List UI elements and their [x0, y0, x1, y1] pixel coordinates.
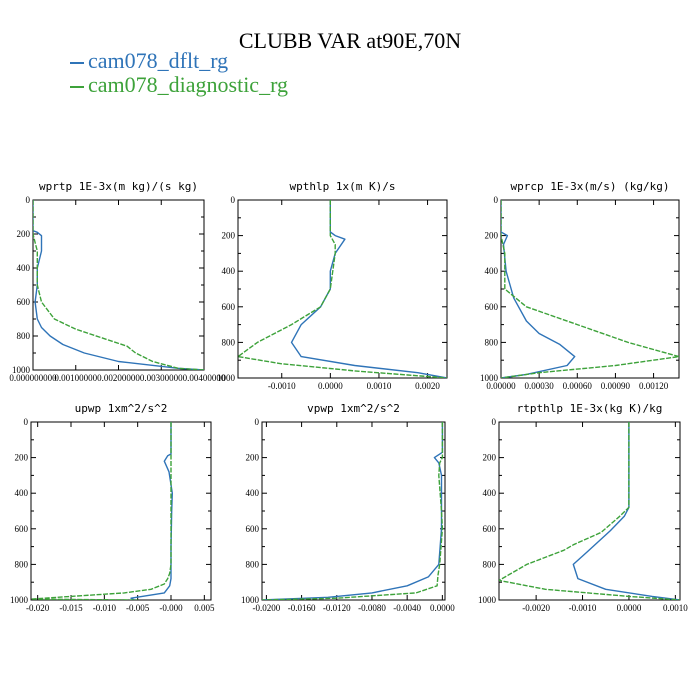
panel-4-title: vpwp 1xm^2/s^2: [307, 402, 400, 415]
panel-2-xtick-label: 0.00030: [525, 381, 555, 391]
panel-1-ytick-label: 1000: [217, 373, 236, 383]
panel-3-xtick-label: -0.000: [159, 603, 183, 613]
panel-5-frame: [498, 421, 681, 601]
panel-3-xtick-label: 0.005: [194, 603, 215, 613]
panel-2-ytick-label: 200: [485, 231, 499, 241]
panel-0-frame: [32, 199, 205, 371]
panel-5-ytick-label: 0: [492, 417, 497, 427]
panel-2-ytick-label: 0: [494, 195, 499, 205]
panel-2-frame: [500, 199, 680, 379]
panel-3-xtick-label: -0.015: [59, 603, 83, 613]
panel-0-series-dflt: [33, 200, 204, 370]
panel-0-ytick-label: 0: [26, 195, 31, 205]
chart-title: CLUBB VAR at90E,70N: [238, 28, 462, 53]
panel-0-xtick-label: 0.00200000: [97, 373, 140, 383]
panel-0-ytick-label: 800: [17, 331, 31, 341]
legend-entry-diagnostic: cam078_diagnostic_rg: [70, 72, 288, 98]
panel-4-ytick-label: 600: [246, 524, 260, 534]
panel-0-series-diagnostic: [33, 200, 204, 370]
panel-1-xtick-label: 0.0010: [367, 381, 392, 391]
panel-3-xtick-label: -0.005: [126, 603, 150, 613]
legend-swatch-dflt: [70, 61, 84, 64]
panel-1-xtick-label: 0.0000: [318, 381, 343, 391]
panel-0-title: wprtp 1E-3x(m kg)/(s kg): [39, 180, 198, 193]
panel-4-series-diagnostic: [262, 422, 444, 600]
panel-5-ytick-label: 200: [483, 453, 497, 463]
panel-2-ytick-label: 1000: [480, 373, 499, 383]
panel-5-series-dflt: [572, 422, 680, 600]
panel-3-ytick-label: 400: [15, 488, 29, 498]
panel-5-xtick-label: 0.0010: [663, 603, 688, 613]
panel-1-xtick-label: -0.0010: [268, 381, 296, 391]
panel-5-ytick-label: 800: [483, 559, 497, 569]
panel-4-xtick-label: 0.0000: [430, 603, 455, 613]
panel-4-ytick-label: 200: [246, 453, 260, 463]
panel-5-xtick-label: 0.0000: [617, 603, 642, 613]
panel-0-xtick-label: 0.00100000: [54, 373, 97, 383]
legend-label-dflt: cam078_dflt_rg: [88, 48, 229, 73]
panel-3-ytick-label: 1000: [10, 595, 29, 605]
panel-2-ytick-label: 600: [485, 302, 499, 312]
panel-3-xtick-label: -0.020: [26, 603, 50, 613]
panel-4-xtick-label: -0.0040: [393, 603, 421, 613]
panel-5-xtick-label: -0.0020: [522, 603, 550, 613]
panel-5-title: rtpthlp 1E-3x(kg K)/kg: [517, 402, 663, 415]
panel-5-xtick-label: -0.0010: [569, 603, 597, 613]
panel-4-xtick-label: -0.0080: [358, 603, 386, 613]
panel-4-ytick-label: 800: [246, 559, 260, 569]
panel-3-series-dflt: [130, 422, 174, 600]
panel-1-title: wpthlp 1x(m K)/s: [290, 180, 396, 193]
panel-0-xtick-label: 0.00300000: [140, 373, 183, 383]
panel-2-xtick-label: 0.00060: [563, 381, 593, 391]
panel-3-title: upwp 1xm^2/s^2: [75, 402, 168, 415]
legend-label-diagnostic: cam078_diagnostic_rg: [88, 72, 288, 97]
panel-0-ytick-label: 400: [17, 263, 31, 273]
panel-4-ytick-label: 1000: [241, 595, 260, 605]
panel-1-xtick-label: 0.0020: [415, 381, 440, 391]
panel-4-series-dflt: [262, 422, 444, 600]
panel-4-xtick-label: -0.0200: [253, 603, 281, 613]
panel-0-ytick-label: 600: [17, 297, 31, 307]
panel-1-ytick-label: 600: [222, 302, 236, 312]
panel-1-series-diagnostic: [238, 200, 447, 378]
legend-swatch-diagnostic: [70, 85, 84, 88]
panel-3-ytick-label: 800: [15, 559, 29, 569]
panel-0-ytick-label: 200: [17, 229, 31, 239]
panel-4-xtick-label: -0.0160: [288, 603, 316, 613]
panel-1-ytick-label: 0: [231, 195, 236, 205]
panel-1-series-dflt: [290, 200, 447, 378]
panel-2-xtick-label: 0.00090: [601, 381, 631, 391]
panel-0-ytick-label: 1000: [12, 365, 31, 375]
panel-2-xtick-label: 0.00000: [486, 381, 516, 391]
panel-4-ytick-label: 0: [255, 417, 260, 427]
panel-5-ytick-label: 400: [483, 488, 497, 498]
panel-3-ytick-label: 600: [15, 524, 29, 534]
panel-2-series-diagnostic: [501, 200, 679, 378]
panel-3-frame: [30, 421, 212, 601]
panel-5-series-diagnostic: [499, 422, 680, 600]
panel-4-xtick-label: -0.0120: [323, 603, 351, 613]
panel-1-ytick-label: 400: [222, 266, 236, 276]
panel-3-ytick-label: 0: [24, 417, 29, 427]
panel-2-series-dflt: [501, 200, 576, 378]
panel-0-xtick-label: 0.00400000: [183, 373, 226, 383]
panel-2-xtick-label: 0.00120: [639, 381, 669, 391]
panel-3-ytick-label: 200: [15, 453, 29, 463]
panel-1-frame: [237, 199, 448, 379]
panel-1-ytick-label: 200: [222, 231, 236, 241]
panel-5-ytick-label: 600: [483, 524, 497, 534]
panel-2-ytick-label: 400: [485, 266, 499, 276]
panel-0-xtick-label: 0.000000000: [9, 373, 57, 383]
panel-4-frame: [261, 421, 446, 601]
panel-4-ytick-label: 400: [246, 488, 260, 498]
panel-1-ytick-label: 800: [222, 337, 236, 347]
panel-2-title: wprcp 1E-3x(m/s) (kg/kg): [511, 180, 670, 193]
legend-entry-dflt: cam078_dflt_rg: [70, 48, 228, 74]
panel-5-ytick-label: 1000: [478, 595, 497, 605]
panel-2-ytick-label: 800: [485, 337, 499, 347]
panel-3-series-diagnostic: [31, 422, 172, 600]
panel-3-xtick-label: -0.010: [93, 603, 117, 613]
